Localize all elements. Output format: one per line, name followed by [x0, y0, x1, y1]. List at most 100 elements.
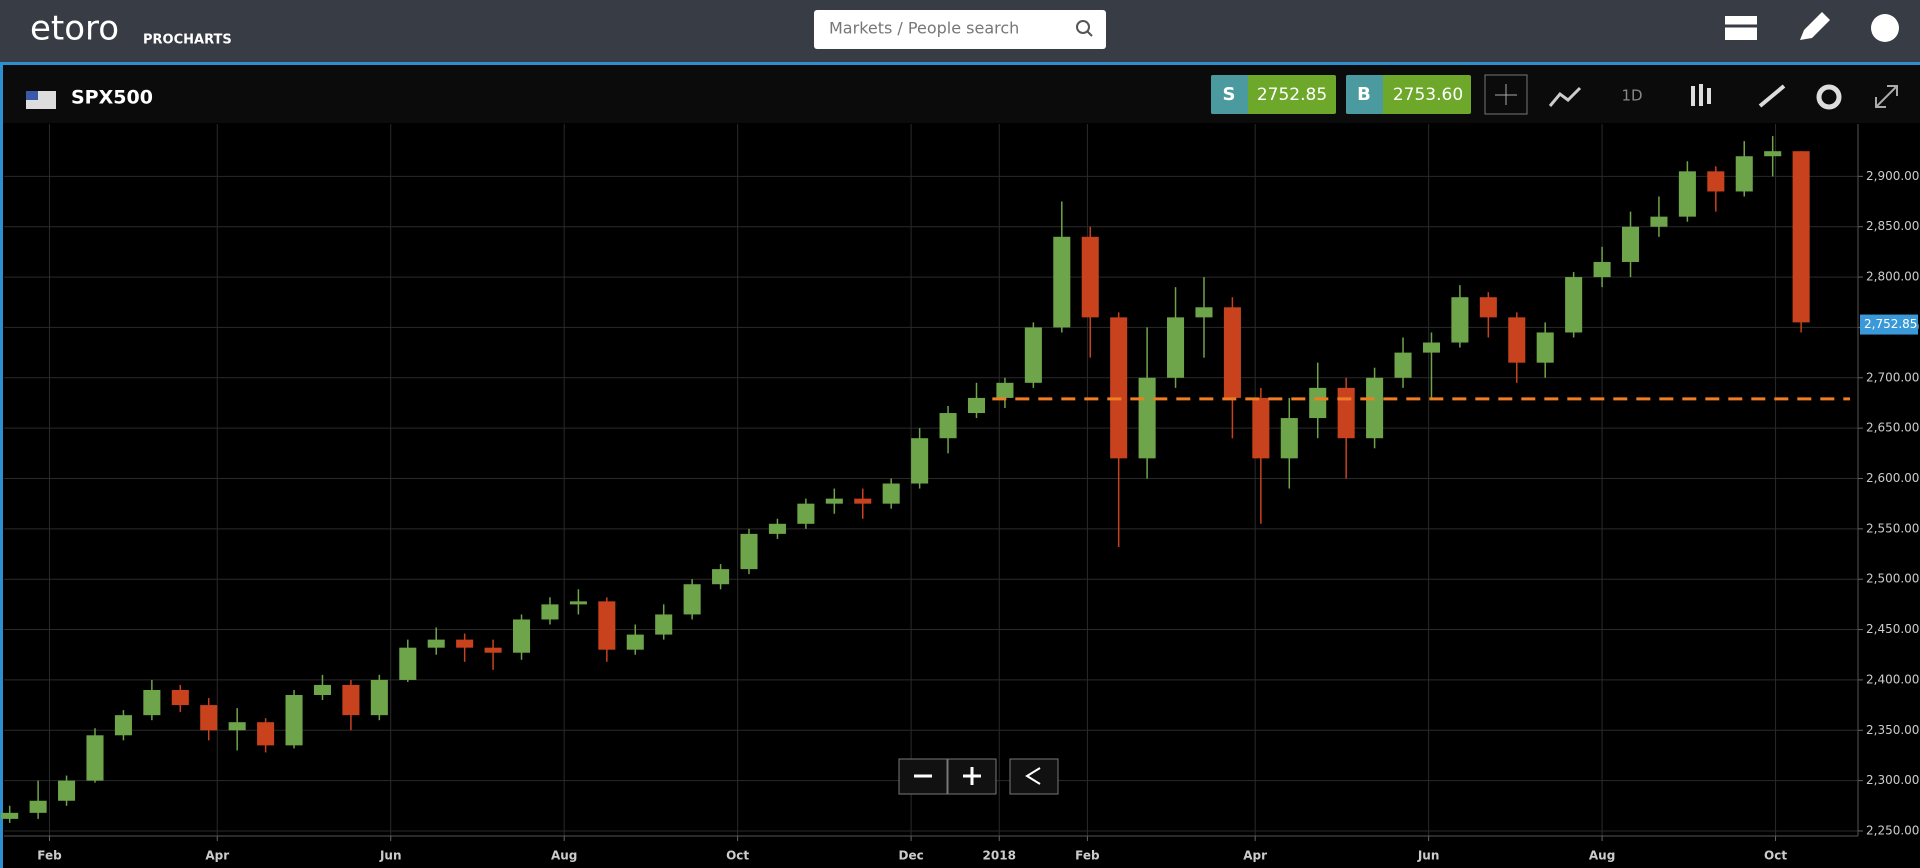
search-icon[interactable]: [1076, 20, 1090, 34]
chart-header: [0, 65, 1920, 123]
candle-body: [1593, 261, 1611, 278]
y-tick-label: 2,700.00: [1866, 370, 1919, 384]
plot-background: [4, 124, 1858, 836]
x-tick-label: Jun: [379, 849, 402, 863]
layout-icon[interactable]: [1725, 16, 1757, 40]
candle-body: [1621, 226, 1640, 262]
y-tick-label: 2,550.00: [1866, 521, 1919, 535]
x-tick-label: Apr: [1243, 849, 1267, 863]
candle-body: [370, 679, 388, 716]
candle-body: [1337, 387, 1355, 439]
candle-body: [313, 684, 332, 696]
candle-body: [427, 639, 445, 648]
y-tick-label: 2,250.00: [1866, 823, 1919, 837]
candle-body: [967, 397, 986, 414]
y-tick-label: 2,900.00: [1866, 169, 1919, 183]
candle-body: [512, 619, 531, 653]
candle-body: [29, 800, 47, 813]
x-tick-label: Feb: [37, 849, 62, 863]
y-tick-label: 2,450.00: [1866, 622, 1919, 636]
profile-icon[interactable]: [1871, 14, 1899, 42]
buy-price: 2753.60: [1393, 85, 1463, 105]
candle-body: [768, 523, 786, 534]
candle-body: [740, 533, 758, 570]
candle-body: [1252, 397, 1270, 459]
candle-body: [1110, 317, 1128, 459]
logo[interactable]: etoro: [30, 9, 119, 49]
candle-body: [228, 722, 246, 731]
drawing-tools-button[interactable]: [1758, 84, 1786, 108]
candle-body: [58, 780, 76, 801]
candle-body: [1366, 377, 1384, 439]
indicator-button[interactable]: [1548, 86, 1582, 107]
candle-body: [1707, 171, 1725, 192]
last-price-tag: [1860, 314, 1918, 335]
buy-label: B: [1357, 84, 1371, 105]
share-button[interactable]: [1009, 758, 1059, 795]
flag-icon: [26, 91, 38, 100]
candle-body: [1167, 317, 1185, 378]
candle-body: [285, 695, 303, 746]
candle-body: [939, 413, 957, 439]
candle-body: [1024, 327, 1042, 383]
candle-body: [143, 689, 161, 716]
x-tick-label: Oct: [1764, 849, 1787, 863]
draw-icon[interactable]: [1800, 12, 1830, 40]
last-price-label: 2,752.85: [1864, 317, 1917, 331]
candle-body: [825, 498, 843, 504]
candle-body: [484, 647, 502, 653]
candle-body: [1195, 307, 1213, 318]
candle-body: [1764, 151, 1782, 157]
candle-body: [1650, 216, 1668, 227]
x-tick-label: 2018: [983, 849, 1016, 863]
candle-body: [86, 735, 104, 781]
candle-body: [1394, 352, 1412, 378]
x-tick-label: Jun: [1417, 849, 1440, 863]
crosshair-icon: [1495, 84, 1517, 105]
candle-body: [911, 438, 929, 484]
candle-body: [1138, 377, 1156, 459]
x-tick-label: Aug: [551, 849, 577, 863]
top-bar-accent: [0, 62, 1920, 65]
crosshair-button[interactable]: [1484, 74, 1528, 115]
candle-body: [1081, 236, 1099, 318]
candle-body: [683, 584, 701, 615]
y-tick-label: 2,650.00: [1866, 421, 1919, 435]
interval-button[interactable]: 1D: [1621, 87, 1642, 105]
candle-body: [996, 382, 1014, 398]
x-tick-label: Dec: [898, 849, 923, 863]
candle-body: [456, 639, 474, 648]
symbol: SPX500: [71, 87, 153, 109]
candle-body: [1309, 387, 1327, 419]
candle-body: [1678, 171, 1696, 217]
candle-body: [1792, 151, 1810, 323]
candle-body: [257, 722, 275, 746]
fullscreen-button[interactable]: [1875, 85, 1898, 108]
zoom-in-icon: [963, 767, 981, 785]
x-tick-label: Apr: [205, 849, 229, 863]
candle-body: [712, 569, 730, 585]
logo-sub: PROCHARTS: [143, 33, 232, 48]
candle-body: [114, 715, 132, 736]
candle-body: [541, 604, 559, 620]
candle-body: [1536, 332, 1554, 363]
y-tick-label: 2,600.00: [1866, 471, 1919, 485]
candle-body: [1451, 297, 1469, 343]
y-tick-label: 2,850.00: [1866, 219, 1919, 233]
y-tick-label: 2,800.00: [1866, 270, 1919, 284]
candle-body: [1422, 342, 1440, 353]
candle-body: [171, 689, 189, 706]
y-tick-label: 2,350.00: [1866, 723, 1919, 737]
x-tick-label: Oct: [726, 849, 749, 863]
chart-type-button[interactable]: [1691, 84, 1711, 106]
search-box[interactable]: [814, 10, 1106, 49]
candle-body: [569, 601, 587, 605]
settings-button[interactable]: [1816, 84, 1842, 110]
sell-price: 2752.85: [1257, 85, 1327, 105]
candle-body: [1053, 236, 1071, 328]
candle-body: [882, 483, 900, 504]
candle-body: [797, 503, 815, 524]
candle-body: [598, 601, 616, 650]
